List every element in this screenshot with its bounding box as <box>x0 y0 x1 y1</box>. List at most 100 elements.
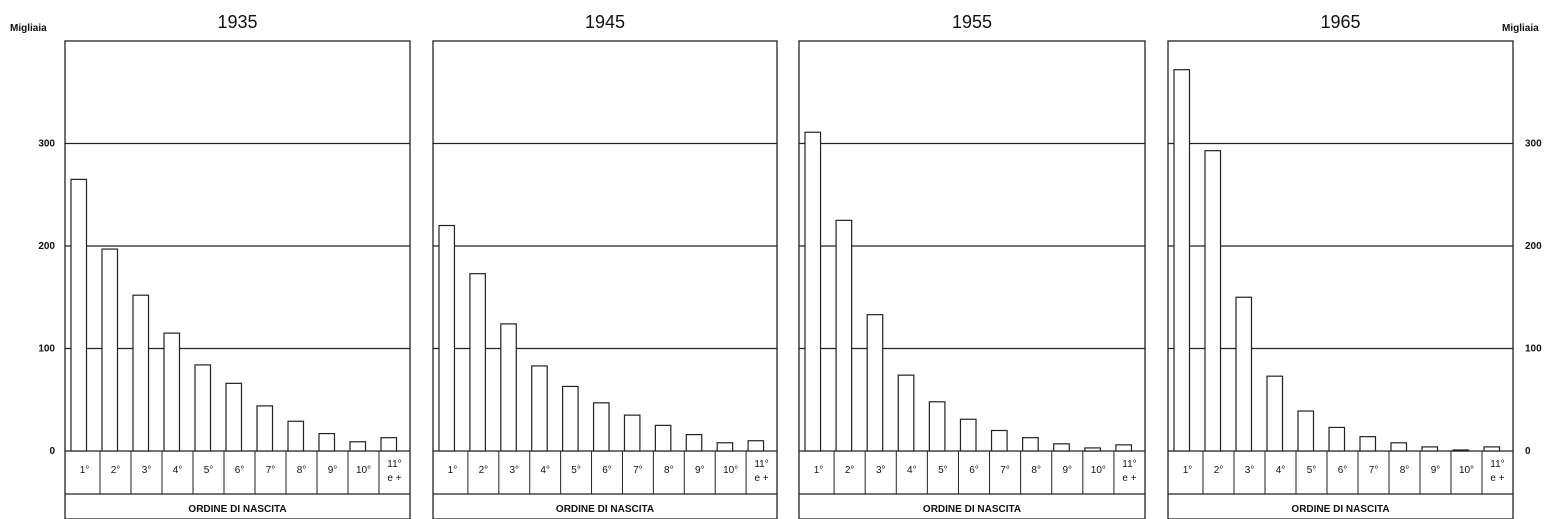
bar-10 <box>716 442 734 452</box>
bar-8 <box>287 420 305 452</box>
bar-4 <box>897 374 915 452</box>
chart-title: 1965 <box>1320 12 1360 32</box>
bar-7 <box>623 414 641 452</box>
category-label: 9° <box>1431 465 1441 476</box>
chart-panels: 1935 1° 2° 3° 4° 5° 6° 7° 8° 9° 10° 11° e + ORDINE DI… <box>38 12 1542 519</box>
y-tick-label: 0 <box>49 446 55 457</box>
category-label: 1° <box>814 465 824 476</box>
category-label: 10° <box>356 465 371 476</box>
bar-11 <box>380 437 398 452</box>
y-unit-label-right: Migliaia <box>1502 23 1539 34</box>
category-label: 2° <box>1214 465 1224 476</box>
y-tick-label: 200 <box>1525 241 1542 252</box>
category-label: 9° <box>1062 465 1072 476</box>
chart-panel-1955: 1955 1° 2° 3° 4° 5° 6° 7° 8° 9° 10° 11° e + ORDINE DI… <box>798 12 1146 519</box>
category-label: 7° <box>266 465 276 476</box>
category-label: 9° <box>695 465 705 476</box>
category-label: 1° <box>80 465 90 476</box>
category-label: 10° <box>723 465 738 476</box>
category-label: 3° <box>142 465 152 476</box>
category-label: 5° <box>1307 465 1317 476</box>
bar-11 <box>1483 446 1501 452</box>
category-label: 2° <box>111 465 121 476</box>
category-label: 10° <box>1091 465 1106 476</box>
y-tick-label: 200 <box>38 241 55 252</box>
category-label: 7° <box>1000 465 1010 476</box>
bar-8 <box>1022 437 1039 452</box>
x-axis-label: ORDINE DI NASCITA <box>556 504 654 515</box>
chart-panel-1935: 1935 1° 2° 3° 4° 5° 6° 7° 8° 9° 10° 11° e + ORDINE DI… <box>38 12 411 519</box>
bar-6 <box>959 418 977 452</box>
bar-3 <box>500 323 517 452</box>
bar-6 <box>225 382 243 452</box>
category-label: 11° e + <box>387 459 401 484</box>
bar-11 <box>747 440 765 452</box>
bar-5 <box>562 385 579 452</box>
category-label: 7° <box>633 465 643 476</box>
bar-1 <box>70 178 88 452</box>
bar-3 <box>1235 296 1253 452</box>
bar-8 <box>1390 442 1408 452</box>
category-label: 4° <box>173 465 183 476</box>
bar-4 <box>1266 375 1284 452</box>
bar-5 <box>928 401 946 452</box>
category-label: 5° <box>571 465 581 476</box>
bar-1 <box>1173 69 1191 452</box>
category-label: 6° <box>602 465 612 476</box>
bar-2 <box>1204 150 1222 452</box>
bar-7 <box>990 429 1008 452</box>
category-label: 2° <box>479 465 489 476</box>
plot-frame <box>798 40 1146 519</box>
plot-frame <box>64 40 411 519</box>
y-tick-label: 300 <box>1525 139 1542 150</box>
bar-10 <box>349 441 367 452</box>
category-label: 9° <box>328 465 338 476</box>
bar-9 <box>318 432 336 452</box>
category-label: 2° <box>845 465 855 476</box>
bar-5 <box>194 364 212 452</box>
y-tick-label: 300 <box>38 139 55 150</box>
bar-3 <box>132 294 150 452</box>
category-label: 1° <box>448 465 458 476</box>
bar-10 <box>1084 447 1101 452</box>
bar-4 <box>531 365 548 452</box>
category-label: 8° <box>1031 465 1041 476</box>
bar-3 <box>866 314 884 452</box>
plot-frame <box>432 40 778 519</box>
chart-panel-1945: 1945 1° 2° 3° 4° 5° 6° 7° 8° 9° 10° 11° e + ORDINE DI… <box>432 12 778 519</box>
x-axis-label: ORDINE DI NASCITA <box>188 504 286 515</box>
category-label: 6° <box>969 465 979 476</box>
x-axis-label: ORDINE DI NASCITA <box>1291 504 1389 515</box>
y-tick-label: 0 <box>1525 446 1531 457</box>
category-label: 7° <box>1369 465 1379 476</box>
category-label: 4° <box>1276 465 1286 476</box>
y-tick-label: 100 <box>1525 344 1542 355</box>
bar-7 <box>256 405 274 452</box>
chart-title: 1945 <box>585 12 625 32</box>
bar-2 <box>469 273 486 452</box>
chart-title: 1955 <box>952 12 992 32</box>
chart-panel-1965: 1965 1° 2° 3° 4° 5° 6° 7° 8° 9° 10° 11° e + ORDINE DI… <box>1167 12 1542 519</box>
y-unit-label-left: Migliaia <box>10 23 47 34</box>
category-label: 5° <box>204 465 214 476</box>
category-label: 6° <box>235 465 245 476</box>
category-label: 3° <box>876 465 886 476</box>
bar-9 <box>685 434 703 452</box>
bar-6 <box>592 402 610 452</box>
bar-8 <box>654 424 672 452</box>
bar-11 <box>1115 444 1133 452</box>
category-label: 11° e + <box>1122 459 1136 484</box>
category-label: 11° e + <box>1490 459 1504 484</box>
bar-1 <box>804 131 822 452</box>
category-label: 8° <box>297 465 307 476</box>
bar-5 <box>1297 410 1315 452</box>
bar-9 <box>1421 446 1439 452</box>
bar-9 <box>1053 443 1070 452</box>
category-label: 3° <box>509 465 519 476</box>
category-label: 3° <box>1245 465 1255 476</box>
bar-2 <box>101 248 119 452</box>
category-label: 5° <box>938 465 948 476</box>
bar-1 <box>438 224 456 452</box>
plot-frame <box>1167 40 1514 519</box>
category-label: 1° <box>1183 465 1193 476</box>
